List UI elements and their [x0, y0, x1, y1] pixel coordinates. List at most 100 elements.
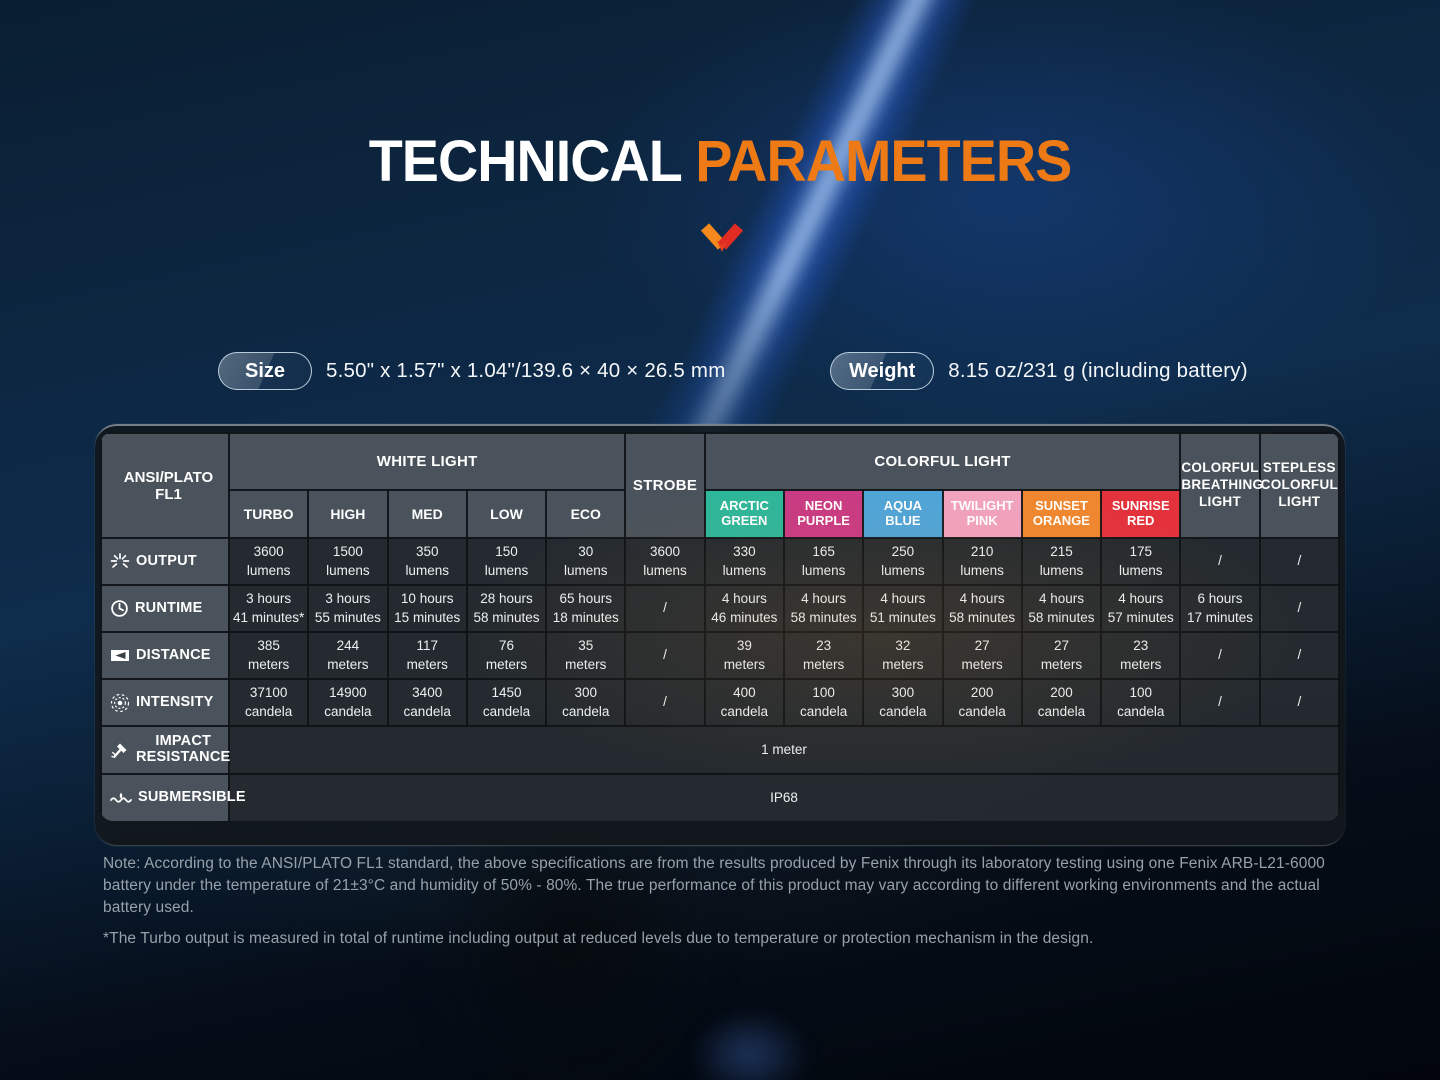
- corner-header: ANSI/PLATO FL1: [100, 432, 230, 539]
- cell: 100 candela: [1100, 678, 1182, 727]
- impact-resistance-icon: [111, 743, 127, 759]
- cell: 350 lumens: [386, 537, 468, 586]
- impact-resistance-value: 1 meter: [228, 725, 1340, 775]
- group-strobe: STROBE: [624, 432, 706, 539]
- note-standard: Note: According to the ANSI/PLATO FL1 st…: [103, 855, 1325, 916]
- cell: 27 meters: [1020, 631, 1103, 680]
- group-stepless-light: STEPLESS COLORFUL LIGHT: [1258, 432, 1340, 539]
- chevron-down-icon: [700, 223, 744, 252]
- weight-pill: Weight: [830, 352, 935, 390]
- distance-icon: [111, 650, 129, 661]
- group-white-light: WHITE LIGHT: [227, 432, 627, 491]
- cell: /: [1258, 584, 1340, 633]
- row-label: INTENSITY: [136, 693, 214, 710]
- size-value: 5.50" x 1.57" x 1.04"/139.6 × 40 × 26.5 …: [326, 359, 726, 382]
- row-label: DISTANCE: [136, 646, 211, 663]
- cell: 4 hours 58 minutes: [1020, 584, 1103, 633]
- mode-eco: ECO: [545, 489, 627, 539]
- cell: 400 candela: [703, 678, 785, 727]
- row-label: IMPACT RESISTANCE: [136, 733, 231, 765]
- row-runtime: RUNTIME 3 hours 41 minutes* 3 hours 55 m…: [100, 584, 1340, 633]
- submersible-value: IP68: [228, 773, 1340, 821]
- cell: 1450 candela: [465, 678, 548, 727]
- color-sunrise-red: SUNRISE RED: [1100, 489, 1182, 539]
- size-pill: Size: [218, 352, 312, 390]
- runtime-icon: [111, 600, 128, 617]
- cell: /: [1179, 631, 1261, 680]
- size-spec: Size 5.50" x 1.57" x 1.04"/139.6 × 40 × …: [218, 352, 725, 390]
- group-breathing-light: COLORFUL BREATHING LIGHT: [1179, 432, 1263, 539]
- cell: 117 meters: [386, 631, 468, 680]
- cell: /: [1258, 631, 1340, 680]
- row-output: OUTPUT 3600 lumens 1500 lumens 350 lumen…: [100, 537, 1340, 586]
- cell: 3 hours 55 minutes: [307, 584, 389, 633]
- cell: 3 hours 41 minutes*: [227, 584, 310, 633]
- row-intensity: INTENSITY 37100 candela 14900 candela 34…: [100, 678, 1340, 727]
- cell: 215 lumens: [1020, 537, 1103, 586]
- cell: 6 hours 17 minutes: [1179, 584, 1261, 633]
- cell: 28 hours 58 minutes: [465, 584, 548, 633]
- cell: 200 candela: [941, 678, 1023, 727]
- size-label: Size: [244, 359, 286, 382]
- cell: 35 meters: [545, 631, 627, 680]
- cell: 65 hours 18 minutes: [545, 584, 627, 633]
- cell: 250 lumens: [862, 537, 944, 586]
- mode-turbo: TURBO: [227, 489, 310, 539]
- cell: 300 candela: [862, 678, 944, 727]
- cell: 385 meters: [227, 631, 310, 680]
- cell: /: [1258, 537, 1340, 586]
- row-label: SUBMERSIBLE: [138, 789, 246, 806]
- cell: 3600 lumens: [624, 537, 706, 586]
- row-impact-resistance: IMPACT RESISTANCE 1 meter: [100, 725, 1340, 775]
- cell: /: [624, 584, 706, 633]
- mode-med: MED: [386, 489, 468, 539]
- cell: 3400 candela: [386, 678, 468, 727]
- mode-low: LOW: [465, 489, 548, 539]
- color-twilight-pink: TWILIGHT PINK: [941, 489, 1023, 539]
- cell: 76 meters: [465, 631, 548, 680]
- cell: 4 hours 58 minutes: [782, 584, 865, 633]
- color-sunset-orange: SUNSET ORANGE: [1020, 489, 1103, 539]
- page-title: TECHNICAL PARAMETERS: [29, 128, 1411, 195]
- weight-label: Weight: [849, 359, 916, 382]
- title-orange: PARAMETERS: [695, 129, 1072, 194]
- row-label: RUNTIME: [135, 599, 203, 616]
- group-colorful-light: COLORFUL LIGHT: [703, 432, 1182, 491]
- cell: 150 lumens: [465, 537, 548, 586]
- weight-value: 8.15 oz/231 g (including battery): [948, 359, 1248, 382]
- cell: 37100 candela: [227, 678, 310, 727]
- cell: 4 hours 57 minutes: [1100, 584, 1182, 633]
- cell: 165 lumens: [782, 537, 865, 586]
- cell: 27 meters: [941, 631, 1023, 680]
- color-neon-purple: NEON PURPLE: [782, 489, 865, 539]
- spec-table: ANSI/PLATO FL1 WHITE LIGHT STROBE COLORF…: [100, 432, 1340, 821]
- cell: 23 meters: [782, 631, 865, 680]
- cell: 330 lumens: [703, 537, 785, 586]
- spec-table-panel: ANSI/PLATO FL1 WHITE LIGHT STROBE COLORF…: [95, 424, 1345, 846]
- weight-spec: Weight 8.15 oz/231 g (including battery): [830, 352, 1248, 390]
- cell: 30 lumens: [545, 537, 627, 586]
- cell: 4 hours 51 minutes: [862, 584, 944, 633]
- cell: 300 candela: [545, 678, 627, 727]
- cell: 4 hours 46 minutes: [703, 584, 785, 633]
- cell: /: [1179, 537, 1261, 586]
- cell: 39 meters: [703, 631, 785, 680]
- cell: /: [624, 631, 706, 680]
- intensity-icon: [110, 693, 130, 712]
- cell: /: [1179, 678, 1261, 727]
- cell: /: [1258, 678, 1340, 727]
- footnotes: Note: According to the ANSI/PLATO FL1 st…: [103, 853, 1353, 950]
- cell: 200 candela: [1020, 678, 1103, 727]
- note-turbo: *The Turbo output is measured in total o…: [103, 930, 1094, 947]
- cell: 100 candela: [782, 678, 865, 727]
- cell: 32 meters: [862, 631, 944, 680]
- mode-high: HIGH: [307, 489, 389, 539]
- cell: 10 hours 15 minutes: [386, 584, 468, 633]
- title-white: TECHNICAL: [368, 129, 683, 194]
- row-distance: DISTANCE 385 meters 244 meters 117 meter…: [100, 631, 1340, 680]
- cell: /: [624, 678, 706, 727]
- cell: 1500 lumens: [307, 537, 389, 586]
- cell: 210 lumens: [941, 537, 1023, 586]
- submersible-icon: [110, 792, 132, 803]
